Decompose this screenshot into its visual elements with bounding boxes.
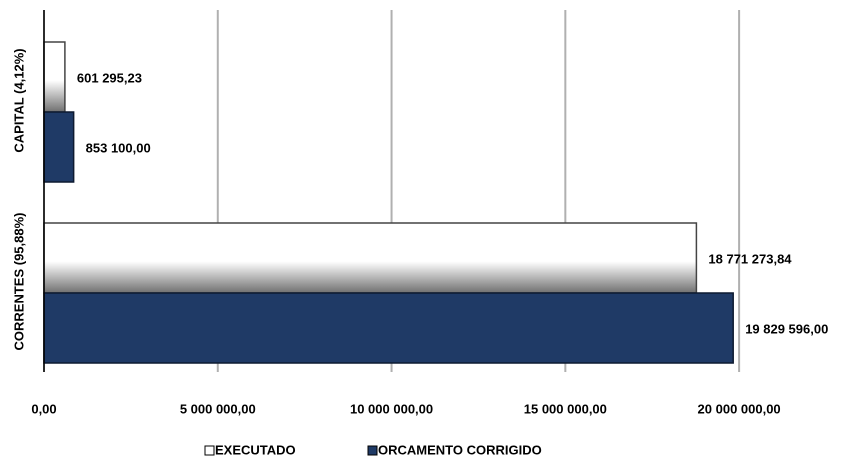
legend-swatch [367,445,378,456]
x-tick-label: 5 000 000,00 [180,401,256,416]
value-label: 853 100,00 [86,140,151,155]
category-label: CORRENTES (95,88%) [11,213,26,351]
value-label: 19 829 596,00 [745,321,828,336]
bar [43,111,75,183]
category-label: CAPITAL (4,12%) [11,48,26,152]
x-tick-label: 15 000 000,00 [524,401,607,416]
bar [43,222,698,294]
x-tick-label: 0,00 [31,401,56,416]
bar [43,41,66,113]
value-label: 18 771 273,84 [708,251,792,266]
x-tick-label: 20 000 000,00 [698,401,781,416]
x-tick-label: 10 000 000,00 [350,401,433,416]
legend-label: ORCAMENTO CORRIGIDO [378,442,542,457]
legend-label: EXECUTADO [215,442,296,457]
bar [43,292,734,364]
legend-swatch [204,445,215,456]
value-label: 601 295,23 [77,70,142,85]
